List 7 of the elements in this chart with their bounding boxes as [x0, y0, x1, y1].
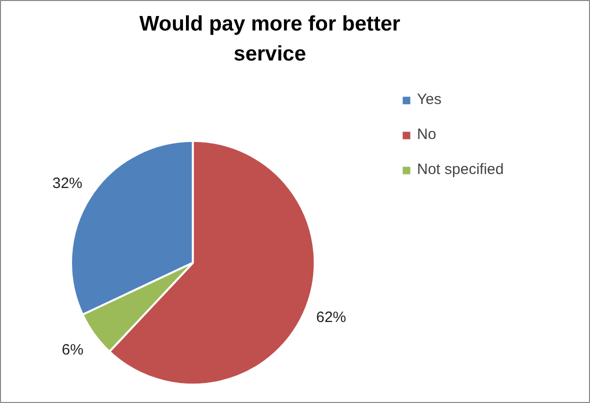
chart-title: Would pay more for better service	[139, 12, 400, 66]
data-label: 62%	[316, 308, 346, 326]
legend-label: No	[417, 126, 437, 143]
legend-label: Yes	[417, 91, 442, 108]
data-label: 6%	[62, 341, 84, 358]
legend-label: Not specified	[417, 161, 504, 178]
data-label: 32%	[52, 174, 82, 192]
